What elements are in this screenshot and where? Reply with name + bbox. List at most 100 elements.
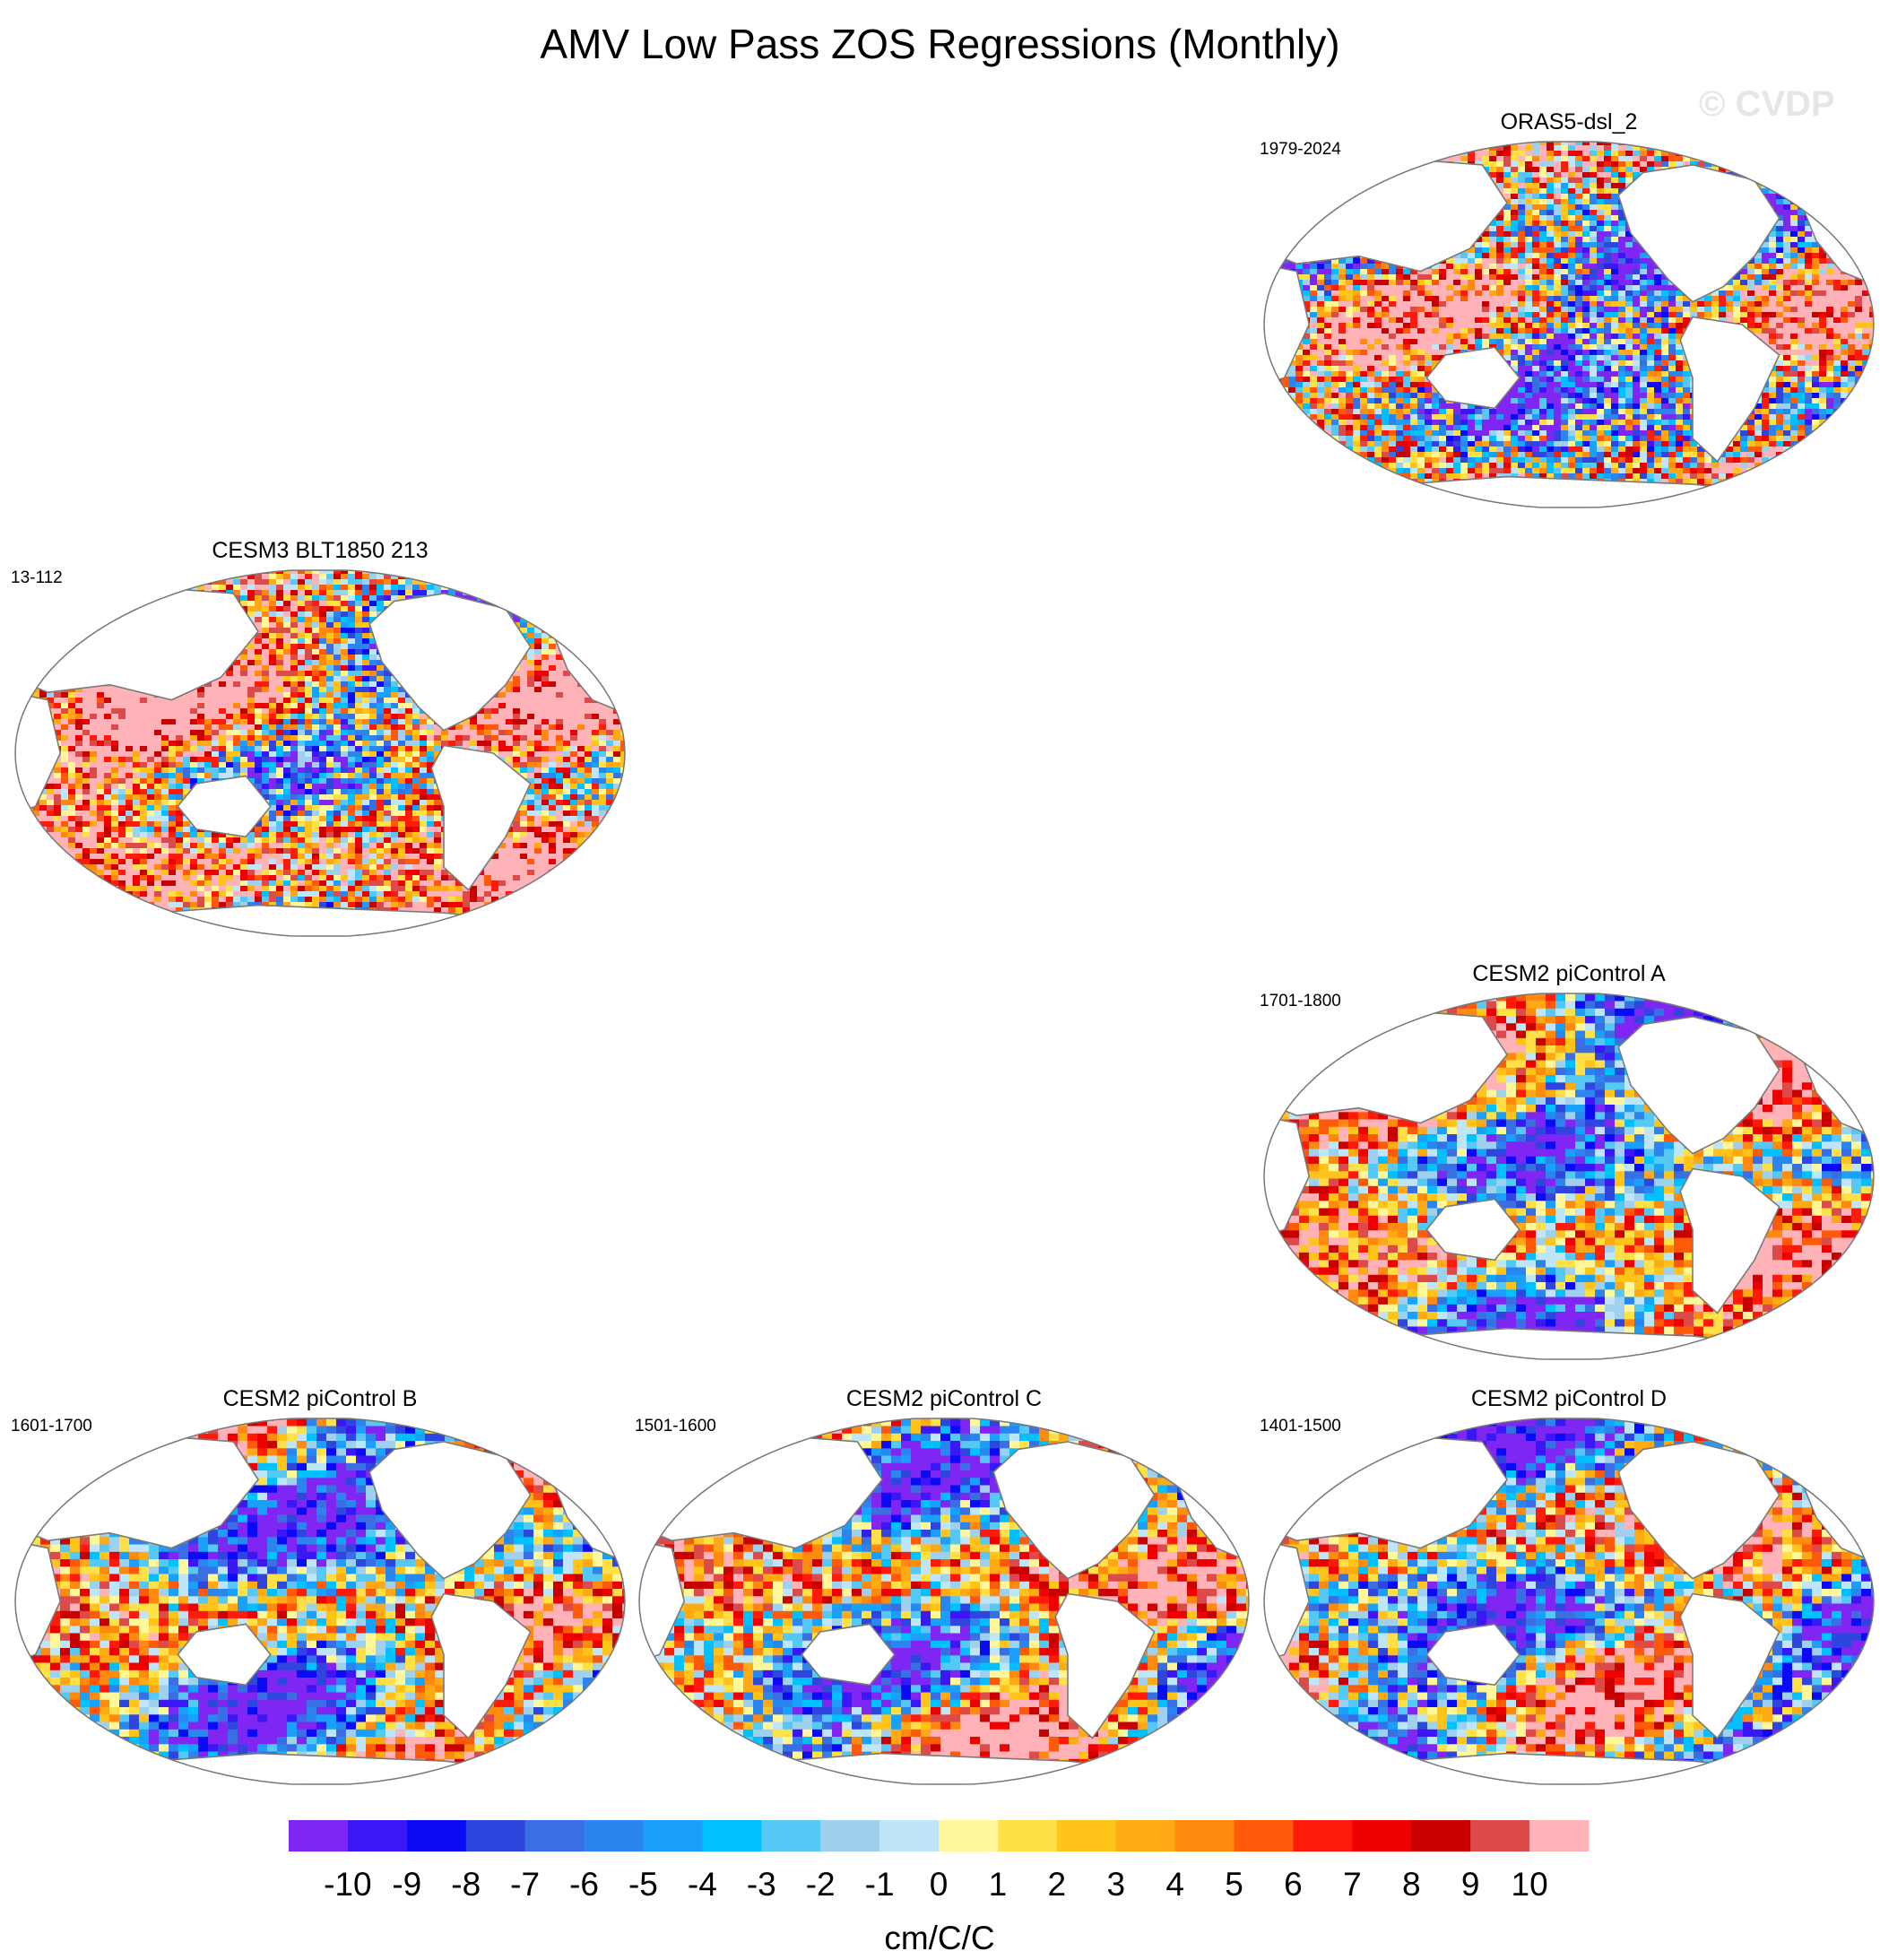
continent	[83, 904, 557, 936]
continent	[498, 1421, 569, 1466]
colorbar-tick-label: 10	[1512, 1866, 1548, 1903]
colorbar-tick-label: -7	[510, 1866, 540, 1903]
colorbar-box	[584, 1820, 644, 1852]
colorbar-tick-label: 8	[1402, 1866, 1421, 1903]
panel-title: CESM2 piControl D	[1260, 1386, 1878, 1412]
continent	[639, 1539, 686, 1663]
continent	[801, 1623, 896, 1687]
map-outline	[14, 1418, 626, 1785]
continent	[1747, 144, 1818, 189]
panel-period: 13-112	[11, 568, 63, 588]
map-panel-oras5: ORAS5-dsl_2 1979-2024	[1260, 108, 1878, 525]
world-map	[1263, 993, 1875, 1360]
map-panel-cesm2-a: CESM2 piControl A 1701-1800	[1260, 959, 1878, 1377]
continent	[1679, 1592, 1780, 1739]
colorbar-tick-label: 5	[1225, 1866, 1243, 1903]
world-map	[1263, 141, 1875, 508]
colorbar-box	[406, 1820, 467, 1852]
colorbar-box	[997, 1820, 1058, 1852]
colorbar-tick-label: -5	[628, 1866, 658, 1903]
panel-title: CESM2 piControl C	[635, 1386, 1253, 1412]
colorbar-box	[1352, 1820, 1412, 1852]
map-panel-cesm2-c: CESM2 piControl C 1501-1600	[635, 1384, 1253, 1802]
continent	[368, 593, 532, 732]
colorbar-box	[702, 1820, 762, 1852]
panel-title: ORAS5-dsl_2	[1260, 109, 1878, 135]
map-outline	[1263, 993, 1875, 1360]
colorbar-tick-label: -3	[747, 1866, 776, 1903]
colorbar-box	[1174, 1820, 1235, 1852]
world-map	[14, 1418, 626, 1785]
continent	[1617, 1441, 1780, 1580]
colorbar-box	[1529, 1820, 1590, 1852]
continent	[1679, 316, 1780, 463]
map-outline	[1263, 1418, 1875, 1785]
world-map	[638, 1418, 1250, 1785]
panel-title: CESM2 piControl B	[11, 1386, 629, 1412]
colorbar-tick-label: 3	[1106, 1866, 1125, 1903]
colorbar: -10 -9 -8 -7 -6 -5 -4 -3 -2 -1 0 1 2 3 4 5 6 7 8 9 10 cm/C/C	[289, 1820, 1590, 1956]
panel-period: 1601-1700	[11, 1417, 92, 1436]
continent	[1747, 996, 1818, 1041]
colorbar-tick-label: -4	[688, 1866, 717, 1903]
continent	[15, 1539, 62, 1663]
continent	[992, 1441, 1156, 1580]
map-panel-cesm3: CESM3 BLT1850 213 13-112	[11, 536, 629, 954]
continent	[1264, 1114, 1311, 1238]
continent	[1054, 1592, 1156, 1739]
regression-field	[1264, 993, 1874, 1359]
continent	[1332, 1327, 1806, 1359]
colorbar-box	[1115, 1820, 1176, 1852]
continent	[430, 744, 532, 891]
continent	[1425, 1623, 1520, 1687]
colorbar-box	[1293, 1820, 1353, 1852]
continent	[1332, 1752, 1806, 1784]
map-outline	[1263, 141, 1875, 508]
colorbar-box	[820, 1820, 880, 1852]
colorbar-box	[1056, 1820, 1117, 1852]
colorbar-tick-label: -10	[324, 1866, 371, 1903]
colorbar-box	[643, 1820, 703, 1852]
continent	[1747, 1421, 1818, 1466]
colorbar-box	[465, 1820, 526, 1852]
regression-field	[15, 1418, 625, 1784]
continent	[1679, 1167, 1780, 1314]
world-map	[14, 569, 626, 937]
colorbar-tick-label: -9	[392, 1866, 421, 1903]
continent	[83, 1752, 557, 1784]
continent	[1122, 1421, 1193, 1466]
panel-period: 1401-1500	[1260, 1417, 1341, 1436]
regression-field	[1264, 142, 1874, 507]
colorbar-box	[939, 1820, 999, 1852]
map-outline	[14, 569, 626, 937]
colorbar-unit-label: cm/C/C	[884, 1920, 994, 1956]
colorbar-tick-label: 1	[989, 1866, 1008, 1903]
continent	[1425, 346, 1520, 410]
colorbar-tick-label: 4	[1165, 1866, 1184, 1903]
continent	[1617, 164, 1780, 303]
colorbar-box	[879, 1820, 940, 1852]
panel-period: 1701-1800	[1260, 992, 1341, 1011]
regression-field	[15, 570, 625, 936]
map-panel-cesm2-b: CESM2 piControl B 1601-1700	[11, 1384, 629, 1802]
colorbar-tick-label: -8	[451, 1866, 481, 1903]
colorbar-tick-label: 0	[930, 1866, 949, 1903]
continent	[1332, 475, 1806, 507]
map-outline	[638, 1418, 1250, 1785]
colorbar-box	[347, 1820, 408, 1852]
colorbar-tick-label: -6	[569, 1866, 599, 1903]
colorbar-tick-label: -2	[806, 1866, 836, 1903]
colorbar-tick-label: -1	[865, 1866, 895, 1903]
continent	[15, 691, 62, 815]
map-panel-cesm2-d: CESM2 piControl D 1401-1500	[1260, 1384, 1878, 1802]
world-map	[1263, 1418, 1875, 1785]
continent	[368, 1441, 532, 1580]
continent	[1264, 263, 1311, 386]
panel-period: 1979-2024	[1260, 140, 1341, 160]
continent	[1425, 1198, 1520, 1262]
colorbar-box	[289, 1820, 349, 1852]
continent	[707, 1752, 1181, 1784]
colorbar-box	[524, 1820, 585, 1852]
colorbar-tick-label: 6	[1284, 1866, 1303, 1903]
continent	[498, 573, 569, 618]
